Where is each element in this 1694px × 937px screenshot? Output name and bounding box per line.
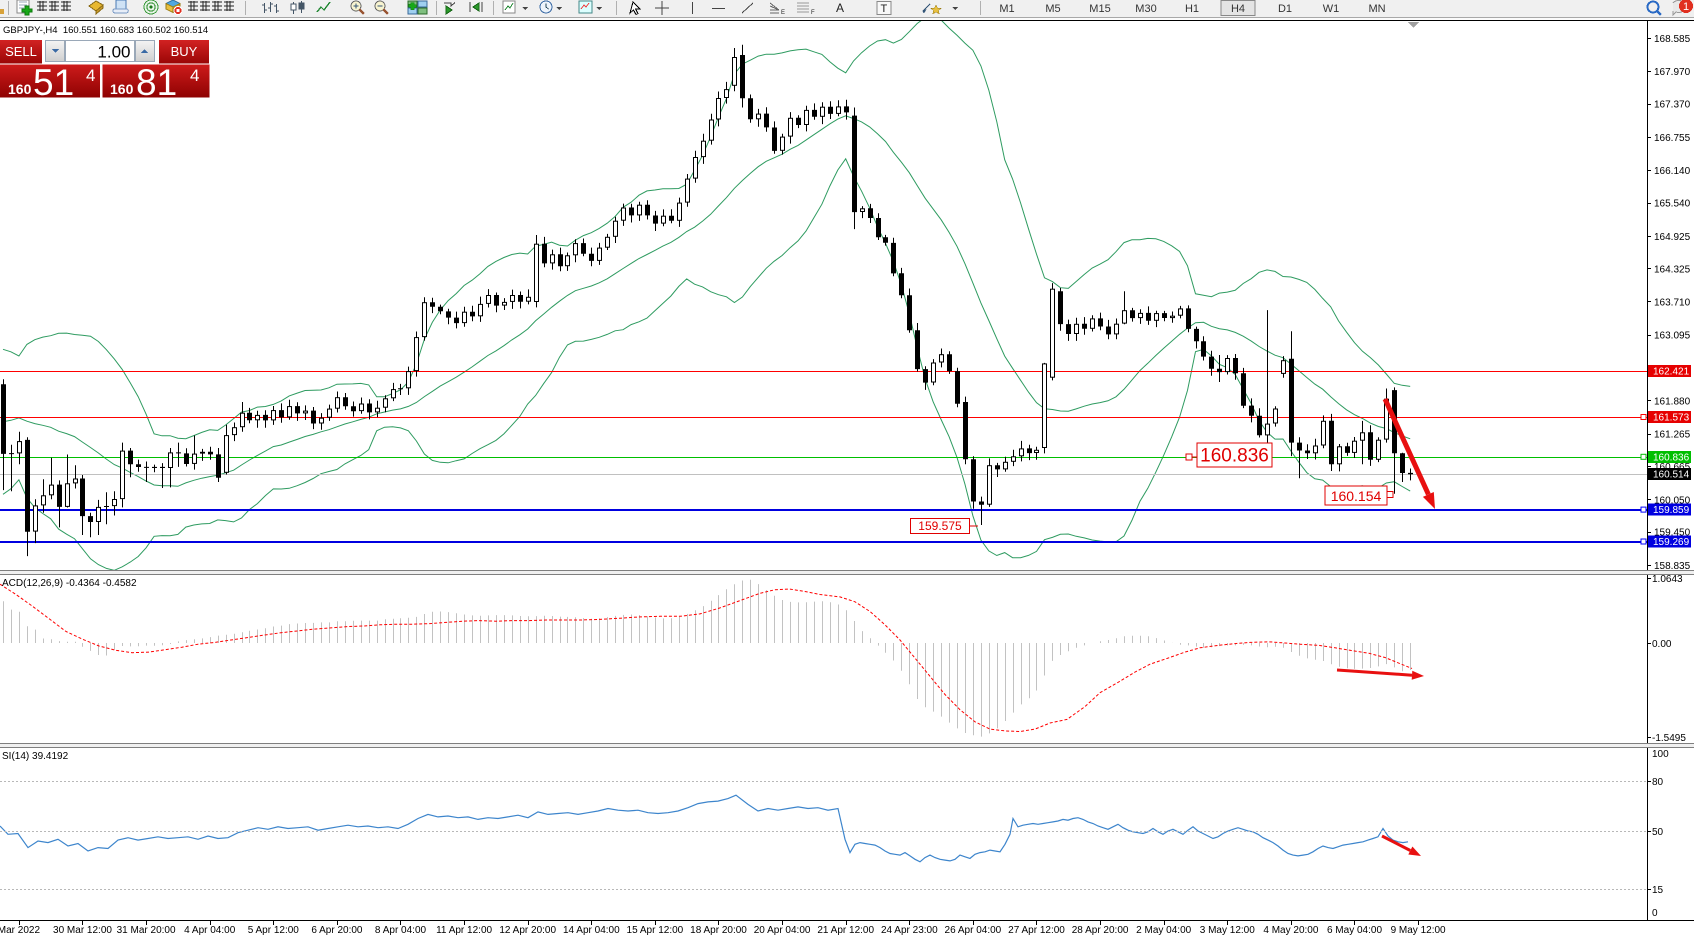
svg-text:160: 160 <box>110 81 134 97</box>
svg-text:163.095: 163.095 <box>1654 331 1691 342</box>
svg-text:26 Apr 04:00: 26 Apr 04:00 <box>945 925 1002 936</box>
svg-text:1.0643: 1.0643 <box>1652 574 1683 585</box>
svg-text:160: 160 <box>8 81 32 97</box>
svg-text:0.00: 0.00 <box>1652 639 1672 650</box>
svg-text:30 Mar 12:00: 30 Mar 12:00 <box>53 925 112 936</box>
svg-text:164.925: 164.925 <box>1654 232 1691 243</box>
svg-text:M15: M15 <box>1089 3 1110 15</box>
svg-text:159.575: 159.575 <box>918 519 962 533</box>
svg-text:24 Apr 23:00: 24 Apr 23:00 <box>881 925 938 936</box>
svg-text:ACD(12,26,9) -0.4364 -0.4582: ACD(12,26,9) -0.4364 -0.4582 <box>2 578 137 589</box>
svg-text:50: 50 <box>1652 827 1664 838</box>
svg-text:20 Apr 04:00: 20 Apr 04:00 <box>754 925 811 936</box>
svg-text:M1: M1 <box>999 3 1014 15</box>
svg-text:28 Apr 20:00: 28 Apr 20:00 <box>1072 925 1129 936</box>
svg-text:D1: D1 <box>1278 3 1292 15</box>
svg-text:18 Apr 20:00: 18 Apr 20:00 <box>690 925 747 936</box>
svg-text:MN: MN <box>1368 3 1385 15</box>
svg-text:159.859: 159.859 <box>1653 505 1690 516</box>
svg-text:168.585: 168.585 <box>1654 34 1691 45</box>
svg-text:160.836: 160.836 <box>1200 446 1269 467</box>
svg-text:1: 1 <box>1683 1 1689 13</box>
svg-text:160.050: 160.050 <box>1654 495 1691 506</box>
svg-text:21 Apr 12:00: 21 Apr 12:00 <box>817 925 874 936</box>
svg-text:161.265: 161.265 <box>1654 430 1691 441</box>
svg-text:166.755: 166.755 <box>1654 133 1691 144</box>
svg-text:3 May 12:00: 3 May 12:00 <box>1200 925 1255 936</box>
svg-text:159.269: 159.269 <box>1653 537 1690 548</box>
svg-text:11 Apr 12:00: 11 Apr 12:00 <box>436 925 492 936</box>
svg-text:0: 0 <box>1652 908 1658 919</box>
svg-text:80: 80 <box>1652 777 1664 788</box>
svg-text:E: E <box>781 10 785 16</box>
svg-text:160.836: 160.836 <box>1653 452 1690 463</box>
svg-text:SI(14) 39.4192: SI(14) 39.4192 <box>2 751 69 762</box>
svg-text:165.540: 165.540 <box>1654 199 1691 210</box>
svg-text:4: 4 <box>190 66 199 85</box>
svg-text:164.325: 164.325 <box>1654 264 1691 275</box>
svg-text:159.450: 159.450 <box>1654 528 1691 539</box>
svg-text:5 Apr 12:00: 5 Apr 12:00 <box>248 925 300 936</box>
svg-text:F: F <box>811 10 815 16</box>
svg-text:160.665: 160.665 <box>1654 462 1691 473</box>
svg-text:8 Apr 04:00: 8 Apr 04:00 <box>375 925 427 936</box>
svg-text:2 May 04:00: 2 May 04:00 <box>1136 925 1191 936</box>
svg-text:9 May 12:00: 9 May 12:00 <box>1391 925 1446 936</box>
svg-text:31 Mar 20:00: 31 Mar 20:00 <box>117 925 176 936</box>
svg-text:81: 81 <box>136 62 177 103</box>
svg-text:-1.5495: -1.5495 <box>1652 733 1686 744</box>
svg-text:161.880: 161.880 <box>1654 396 1691 407</box>
svg-text:Mar 2022: Mar 2022 <box>0 925 40 936</box>
svg-text:167.970: 167.970 <box>1654 67 1691 78</box>
svg-text:51: 51 <box>33 62 74 103</box>
svg-text:A: A <box>836 1 844 15</box>
svg-text:BUY: BUY <box>171 44 198 59</box>
svg-text:SELL: SELL <box>5 44 37 59</box>
svg-text:14 Apr 04:00: 14 Apr 04:00 <box>563 925 620 936</box>
svg-text:161.573: 161.573 <box>1653 413 1690 424</box>
svg-text:15: 15 <box>1652 885 1664 896</box>
svg-text:160.514: 160.514 <box>1653 470 1690 481</box>
svg-text:4 Apr 04:00: 4 Apr 04:00 <box>184 925 236 936</box>
svg-text:163.710: 163.710 <box>1654 298 1691 309</box>
svg-text:15 Apr 12:00: 15 Apr 12:00 <box>627 925 684 936</box>
svg-text:W1: W1 <box>1323 3 1340 15</box>
svg-text:4: 4 <box>86 66 95 85</box>
svg-text:6 Apr 20:00: 6 Apr 20:00 <box>311 925 363 936</box>
svg-text:M30: M30 <box>1135 3 1156 15</box>
svg-text:160.154: 160.154 <box>1331 488 1382 504</box>
svg-text:GBPJPY-,H4 160.551 160.683 16: GBPJPY-,H4 160.551 160.683 160.502 160.5… <box>3 25 208 36</box>
svg-text:166.140: 166.140 <box>1654 166 1691 177</box>
svg-text:H4: H4 <box>1231 3 1245 15</box>
svg-text:158.835: 158.835 <box>1654 561 1691 572</box>
svg-text:27 Apr 12:00: 27 Apr 12:00 <box>1008 925 1065 936</box>
svg-text:H1: H1 <box>1185 3 1199 15</box>
svg-text:T: T <box>881 3 888 15</box>
svg-text:100: 100 <box>1652 749 1669 760</box>
svg-text:162.421: 162.421 <box>1653 367 1690 378</box>
svg-text:6 May 04:00: 6 May 04:00 <box>1327 925 1382 936</box>
svg-text:4 May 20:00: 4 May 20:00 <box>1263 925 1318 936</box>
svg-text:1.00: 1.00 <box>97 43 130 62</box>
svg-text:167.370: 167.370 <box>1654 100 1691 111</box>
svg-text:M5: M5 <box>1045 3 1060 15</box>
svg-text:12 Apr 20:00: 12 Apr 20:00 <box>499 925 556 936</box>
